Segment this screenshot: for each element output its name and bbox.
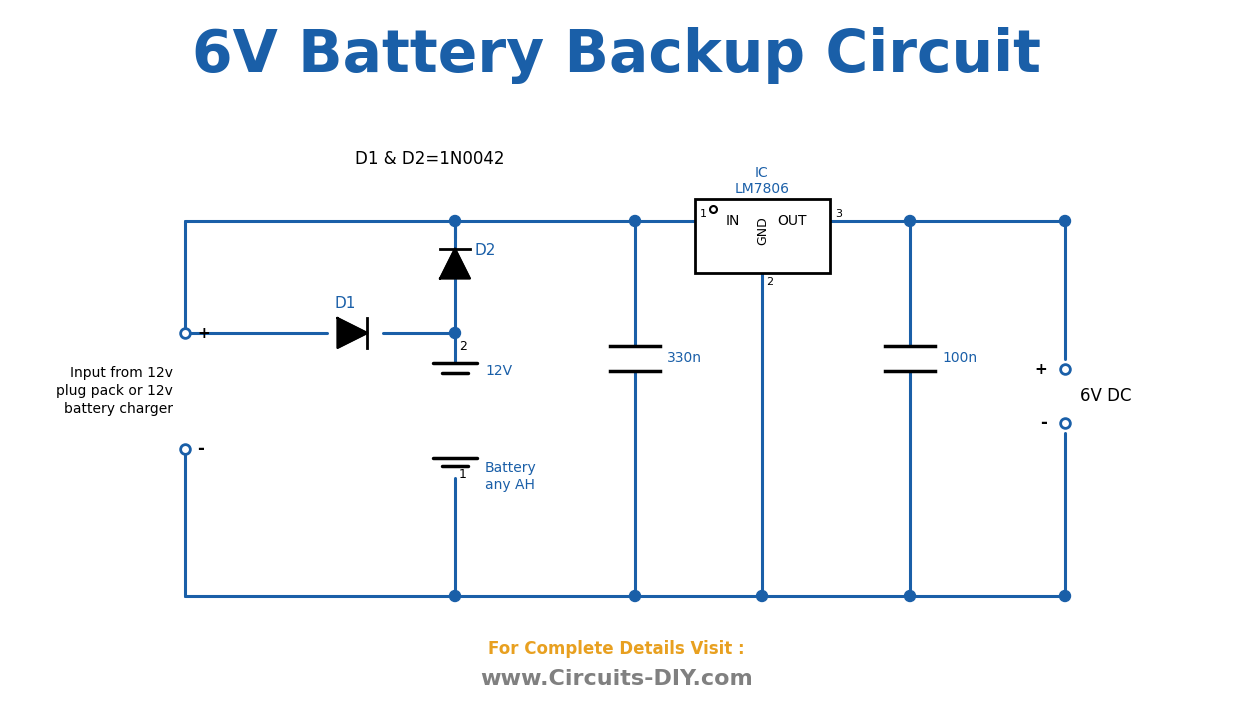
- Polygon shape: [440, 249, 470, 279]
- Text: -: -: [1041, 414, 1047, 432]
- Circle shape: [450, 328, 460, 338]
- Text: 6V Battery Backup Circuit: 6V Battery Backup Circuit: [192, 28, 1041, 85]
- Text: IN: IN: [726, 214, 740, 228]
- Circle shape: [1059, 215, 1070, 227]
- Circle shape: [757, 591, 767, 602]
- Text: 3: 3: [835, 209, 842, 219]
- Circle shape: [1059, 591, 1070, 602]
- Text: 100n: 100n: [942, 351, 977, 365]
- Text: Input from 12v
plug pack or 12v
battery charger: Input from 12v plug pack or 12v battery …: [57, 365, 173, 417]
- Text: IC: IC: [755, 166, 769, 180]
- Circle shape: [630, 591, 640, 602]
- Text: GND: GND: [756, 217, 769, 245]
- Text: 12V: 12V: [485, 364, 512, 378]
- Circle shape: [450, 591, 460, 602]
- Circle shape: [450, 215, 460, 227]
- Text: D1: D1: [334, 296, 355, 311]
- Text: 6V DC: 6V DC: [1080, 387, 1132, 405]
- Circle shape: [905, 591, 915, 602]
- Text: +: +: [197, 326, 210, 341]
- Text: D1 & D2=1N0042: D1 & D2=1N0042: [355, 150, 504, 168]
- Text: 1: 1: [459, 468, 467, 481]
- Circle shape: [905, 215, 915, 227]
- Text: LM7806: LM7806: [735, 182, 789, 196]
- Text: 2: 2: [459, 340, 467, 353]
- Text: 1: 1: [700, 209, 707, 219]
- Text: Battery
any AH: Battery any AH: [485, 461, 536, 492]
- Text: +: +: [1034, 361, 1047, 377]
- Text: OUT: OUT: [777, 214, 806, 228]
- Text: For Complete Details Visit :: For Complete Details Visit :: [488, 640, 745, 658]
- Text: -: -: [197, 440, 203, 458]
- Text: www.Circuits-DIY.com: www.Circuits-DIY.com: [480, 669, 753, 689]
- Bar: [695, 199, 830, 273]
- Circle shape: [630, 215, 640, 227]
- Text: D2: D2: [475, 243, 497, 259]
- Polygon shape: [338, 318, 367, 348]
- Text: 330n: 330n: [667, 351, 702, 365]
- Text: 2: 2: [766, 277, 773, 287]
